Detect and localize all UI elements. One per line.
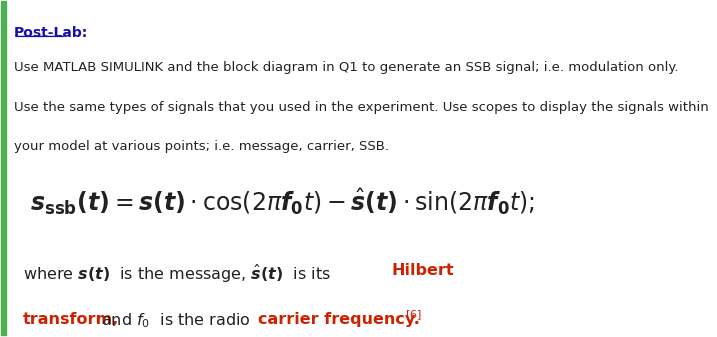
Text: Use the same types of signals that you used in the experiment. Use scopes to dis: Use the same types of signals that you u… bbox=[14, 101, 708, 115]
Text: $\boldsymbol{s}_{\mathbf{ssb}}\boldsymbol{(t)} = \boldsymbol{s(t)} \cdot \cos(2\: $\boldsymbol{s}_{\mathbf{ssb}}\boldsymbo… bbox=[30, 187, 536, 217]
FancyBboxPatch shape bbox=[1, 1, 6, 335]
Text: Hilbert: Hilbert bbox=[391, 263, 454, 278]
Text: Use MATLAB SIMULINK and the block diagram in Q1 to generate an SSB signal; i.e. : Use MATLAB SIMULINK and the block diagra… bbox=[14, 61, 678, 74]
Text: carrier frequency.: carrier frequency. bbox=[257, 312, 419, 327]
Text: transform,: transform, bbox=[23, 312, 119, 327]
Text: Post-Lab:: Post-Lab: bbox=[14, 26, 88, 40]
Text: where $\boldsymbol{s(t)}$  is the message, $\hat{\boldsymbol{s}}\boldsymbol{(t)}: where $\boldsymbol{s(t)}$ is the message… bbox=[23, 263, 331, 285]
Text: your model at various points; i.e. message, carrier, SSB.: your model at various points; i.e. messa… bbox=[14, 140, 389, 153]
Text: $^{[6]}$: $^{[6]}$ bbox=[405, 312, 422, 327]
Text: and $\boldsymbol{f_0}$  is the radio: and $\boldsymbol{f_0}$ is the radio bbox=[96, 312, 252, 330]
